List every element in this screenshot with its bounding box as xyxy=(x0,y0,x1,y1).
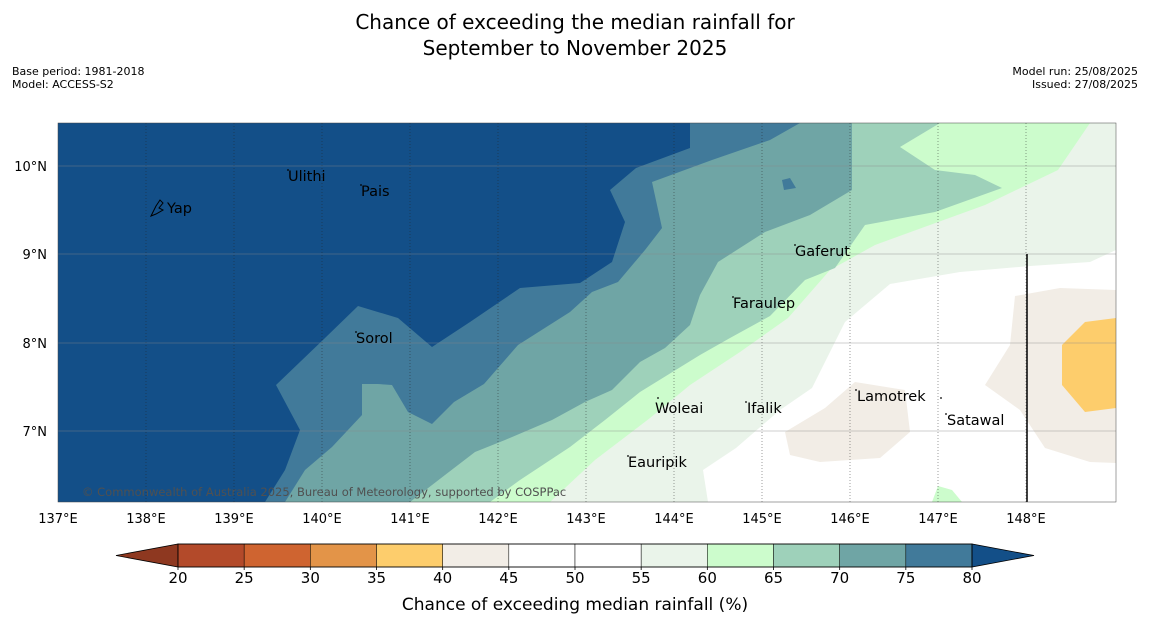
colorbar-segment xyxy=(310,543,377,568)
colorbar-segment xyxy=(442,543,510,568)
place-pais: Pais xyxy=(361,184,390,200)
meta-left: Base period: 1981-2018 Model: ACCESS-S2 xyxy=(12,65,144,91)
colorbar-tick-label: 60 xyxy=(698,569,717,587)
colorbar-segment xyxy=(243,543,311,568)
y-tick: 7°N xyxy=(23,425,48,440)
model-name: Model: ACCESS-S2 xyxy=(12,78,114,91)
x-tick: 148°E xyxy=(1006,512,1046,527)
colorbar-under-arrow xyxy=(115,543,179,568)
place-ulithi: Ulithi xyxy=(288,169,326,185)
place-satawal: Satawal xyxy=(947,413,1004,429)
colorbar-tick-label: 40 xyxy=(433,569,452,587)
map-frame xyxy=(57,122,1117,503)
colorbar-tick-label: 65 xyxy=(764,569,783,587)
base-period: Base period: 1981-2018 xyxy=(12,65,145,78)
y-tick: 8°N xyxy=(23,337,48,352)
colorbar-tick-label: 55 xyxy=(632,569,651,587)
colorbar-over-arrow xyxy=(971,543,1035,568)
colorbar-tick-label: 20 xyxy=(168,569,187,587)
x-tick: 141°E xyxy=(390,512,430,527)
issued-date: Issued: 27/08/2025 xyxy=(1031,78,1138,91)
colorbar-segment xyxy=(508,543,576,568)
place-woleai: Woleai xyxy=(655,401,703,417)
colorbar-segment xyxy=(177,543,245,568)
colorbar-segment xyxy=(640,543,708,568)
x-tick: 138°E xyxy=(126,512,166,527)
colorbar-tick-label: 70 xyxy=(830,569,849,587)
colorbar-segment xyxy=(574,543,642,568)
colorbar-tick-label: 75 xyxy=(896,569,915,587)
contour-fills xyxy=(58,123,1116,502)
colorbar-tick-label: 50 xyxy=(565,569,584,587)
place-faraulep: Faraulep xyxy=(733,296,795,312)
map-title: Chance of exceeding the median rainfall … xyxy=(0,9,1150,61)
fill-40-45-south xyxy=(785,382,910,462)
atoll-dots xyxy=(287,169,947,457)
colorbar-tick-label: 35 xyxy=(367,569,386,587)
y-tick-labels: 10°N 9°N 8°N 7°N xyxy=(14,160,47,440)
fill-35-40 xyxy=(1062,318,1116,412)
colorbar-segment xyxy=(707,543,774,568)
colorbar-tick-label: 25 xyxy=(235,569,254,587)
place-eauripik: Eauripik xyxy=(628,455,687,471)
x-tick: 146°E xyxy=(830,512,870,527)
fill-75-80-blob xyxy=(782,178,796,190)
lat-gridlines xyxy=(58,165,1116,432)
place-lamotrek: Lamotrek xyxy=(857,389,926,405)
colorbar-label: Chance of exceeding median rainfall (%) xyxy=(402,595,748,615)
x-tick: 140°E xyxy=(302,512,342,527)
y-tick: 10°N xyxy=(14,160,47,175)
colorbar-segment xyxy=(905,543,973,568)
yap-island xyxy=(149,199,165,217)
colorbar: 20 25 30 35 40 45 50 55 60 65 70 75 80 xyxy=(115,543,1035,587)
place-labels: Ulithi Pais Yap Gaferut Faraulep Sorol W… xyxy=(166,169,1004,471)
x-tick-labels: 137°E 138°E 139°E 140°E 141°E 142°E 143°… xyxy=(38,512,1046,527)
colorbar-segment xyxy=(773,543,840,568)
x-tick: 142°E xyxy=(478,512,518,527)
place-yap: Yap xyxy=(166,201,192,217)
colorbar-segment xyxy=(839,543,907,568)
meta-right: Model run: 25/08/2025 Issued: 27/08/2025 xyxy=(1012,65,1138,91)
gridlines xyxy=(145,123,1027,502)
model-run: Model run: 25/08/2025 xyxy=(1012,65,1138,78)
colorbar-tick-label: 45 xyxy=(499,569,518,587)
colorbar-segment xyxy=(376,543,443,568)
colorbar-tick-label: 80 xyxy=(962,569,981,587)
fill-60-65-south xyxy=(932,486,962,502)
x-tick: 143°E xyxy=(566,512,606,527)
place-sorol: Sorol xyxy=(356,331,393,347)
title-line-2: September to November 2025 xyxy=(422,36,728,60)
colorbar-tick-label: 30 xyxy=(301,569,320,587)
x-tick: 144°E xyxy=(654,512,694,527)
y-tick: 9°N xyxy=(23,248,48,263)
x-tick: 147°E xyxy=(918,512,958,527)
x-tick: 145°E xyxy=(742,512,782,527)
copyright-notice: © Commonwealth of Australia 2025, Bureau… xyxy=(82,485,566,499)
place-ifalik: Ifalik xyxy=(747,401,782,417)
x-tick: 139°E xyxy=(214,512,254,527)
x-tick: 137°E xyxy=(38,512,78,527)
fill-over-80 xyxy=(58,123,690,502)
place-gaferut: Gaferut xyxy=(795,244,850,260)
title-line-1: Chance of exceeding the median rainfall … xyxy=(355,10,795,34)
